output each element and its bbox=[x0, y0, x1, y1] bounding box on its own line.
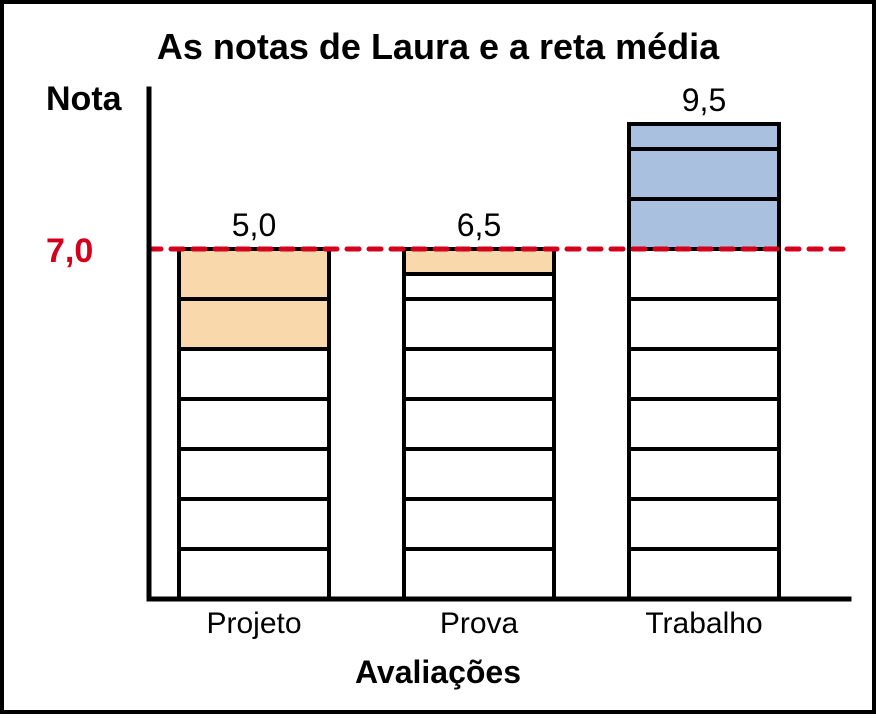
category-label-2: Trabalho bbox=[609, 607, 799, 641]
category-label-0: Projeto bbox=[159, 607, 349, 641]
category-label-1: Prova bbox=[384, 607, 574, 641]
bar-value-2: 9,5 bbox=[629, 82, 779, 119]
bar-value-0: 5,0 bbox=[179, 207, 329, 244]
chart-frame: As notas de Laura e a reta média Nota 7,… bbox=[0, 0, 876, 714]
x-axis-label: Avaliações bbox=[4, 654, 872, 691]
bar-value-1: 6,5 bbox=[404, 207, 554, 244]
